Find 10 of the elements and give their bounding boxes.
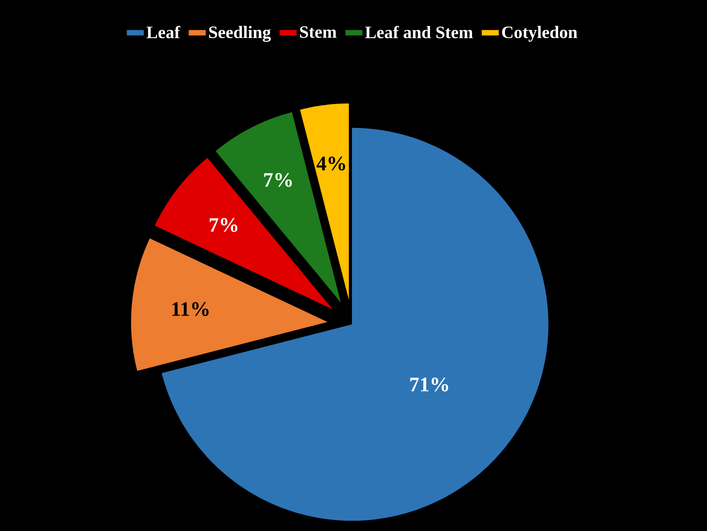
data-label: 4% <box>316 156 346 170</box>
data-label: 7% <box>210 218 238 232</box>
legend-label: Leaf <box>146 26 180 38</box>
legend-label: Seedling <box>209 26 271 42</box>
data-label: 7% <box>264 172 292 187</box>
legend-label: Leaf and Stem <box>365 26 473 38</box>
legend-label: Cotyledon <box>502 26 578 42</box>
legend-label: Stem <box>300 26 336 38</box>
data-label: 71% <box>410 378 448 392</box>
data-label: 11% <box>172 302 209 316</box>
